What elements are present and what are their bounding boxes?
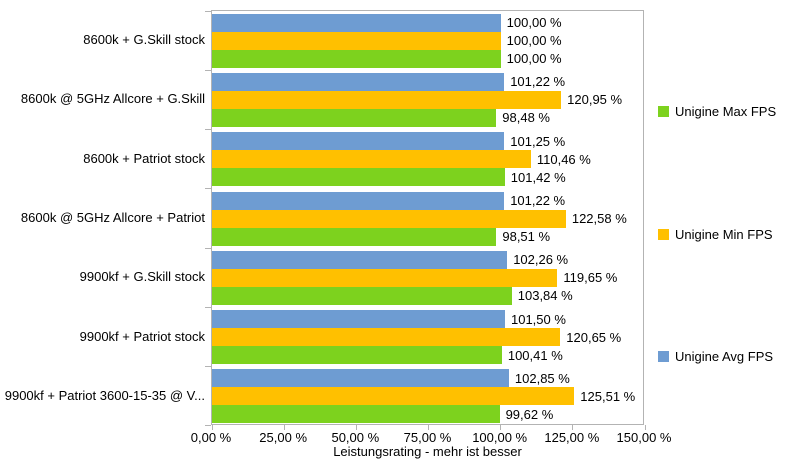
x-axis-tick	[572, 425, 574, 430]
category-boundary-tick	[205, 306, 211, 308]
x-axis-tick-label: 25,00 %	[259, 430, 307, 445]
bar-value-label: 98,51 %	[502, 229, 551, 244]
bar-value-label: 99,62 %	[505, 406, 554, 422]
bar-unigine-max-fps	[212, 405, 500, 424]
bar-unigine-avg-fps	[212, 132, 505, 151]
x-axis-tick-label: 125,00 %	[544, 430, 600, 445]
bar-value-label: 100,00 %	[506, 15, 562, 31]
bar-value-label: 100,00 %	[506, 33, 562, 49]
category-boundary-tick	[205, 10, 211, 12]
bar-unigine-avg-fps	[212, 72, 505, 91]
x-axis-tick-label: 150,00 %	[616, 430, 672, 445]
bar-unigine-max-fps	[212, 227, 497, 246]
bar-value-label: 101,25 %	[510, 133, 566, 149]
bar-value-label: 103,84 %	[517, 288, 573, 304]
legend-swatch-icon	[658, 228, 669, 240]
x-axis-tick	[283, 425, 285, 430]
legend-label: Unigine Max FPS	[675, 104, 777, 119]
bar-value-label: 100,00 %	[506, 51, 562, 67]
bar-value-label: 122,58 %	[571, 211, 627, 226]
x-axis-title: Leistungsrating - mehr ist besser	[333, 444, 522, 459]
bar-value-label: 101,42 %	[510, 169, 566, 185]
bar-unigine-avg-fps	[212, 191, 505, 210]
bar-value-label: 120,95 %	[567, 92, 623, 108]
category-boundary-tick	[205, 425, 211, 426]
bar-value-label: 98,48 %	[502, 110, 550, 126]
bar-unigine-min-fps	[212, 268, 558, 287]
x-axis-tick	[644, 425, 646, 430]
x-axis-tick-label: 50,00 %	[331, 430, 380, 445]
category-boundary-tick	[205, 129, 211, 131]
x-axis-tick-label: 75,00 %	[403, 430, 452, 445]
bar-unigine-min-fps	[212, 90, 562, 109]
category-label: 8600k + G.Skill stock	[83, 32, 205, 48]
category-boundary-tick	[205, 247, 211, 249]
legend-entry-unigine-max-fps: Unigine Max FPS	[658, 104, 792, 119]
category-boundary-tick	[205, 366, 211, 368]
legend: Unigine Max FPS Unigine Min FPS Unigine Av…	[658, 104, 792, 364]
category-label: 9900kf + Patriot 3600-15-35 @ V...	[4, 387, 205, 403]
x-axis-tick-label: 0,00 %	[190, 430, 232, 445]
bar-value-label: 102,26 %	[513, 252, 569, 268]
bar-value-label: 101,50 %	[510, 311, 566, 327]
bar-value-label: 101,22 %	[510, 193, 566, 208]
bar-value-label: 102,85 %	[514, 370, 570, 386]
bar-value-label: 119,65 %	[563, 270, 618, 286]
bar-unigine-min-fps	[212, 387, 575, 406]
category-boundary-tick	[205, 69, 211, 71]
bar-value-label: 120,65 %	[566, 329, 622, 345]
x-axis-tick	[428, 425, 429, 430]
category-label: 8600k @ 5GHz Allcore + G.Skill	[20, 91, 205, 107]
category-label: 9900kf + Patriot stock	[79, 328, 205, 344]
x-axis-tick-label: 100,00 %	[472, 430, 528, 445]
bar-unigine-avg-fps	[212, 369, 509, 388]
legend-entry-unigine-avg-fps: Unigine Avg FPS	[658, 349, 792, 364]
bar-unigine-min-fps	[212, 328, 561, 347]
category-boundary-tick	[205, 188, 211, 190]
legend-label: Unigine Avg FPS	[675, 349, 774, 364]
bar-value-label: 101,22 %	[510, 74, 566, 90]
bar-unigine-min-fps	[212, 31, 501, 50]
legend-swatch-icon	[658, 351, 669, 362]
category-label: 8600k @ 5GHz Allcore + Patriot	[20, 210, 205, 225]
legend-label: Unigine Min FPS	[675, 226, 773, 242]
plot-area: 100,00 % 100,00 % 100,00 % 101,22 % 120,95 %…	[205, 10, 646, 430]
bar-unigine-max-fps	[212, 286, 512, 305]
legend-swatch-icon	[658, 106, 669, 117]
bar-unigine-min-fps	[212, 209, 566, 228]
bar-value-label: 110,46 %	[536, 151, 591, 167]
category-label: 9900kf + G.Skill stock	[79, 269, 205, 285]
bar-unigine-max-fps	[212, 346, 502, 365]
category-label: 8600k + Patriot stock	[83, 150, 205, 166]
x-axis-tick	[355, 425, 357, 430]
bar-unigine-avg-fps	[212, 13, 501, 32]
legend-entry-unigine-min-fps: Unigine Min FPS	[658, 227, 792, 242]
bar-unigine-max-fps	[212, 168, 505, 187]
bar-unigine-max-fps	[212, 108, 497, 127]
bar-unigine-avg-fps	[212, 250, 508, 269]
x-axis-tick	[211, 425, 213, 430]
x-axis-tick	[500, 425, 502, 430]
bar-value-label: 100,41 %	[507, 347, 563, 363]
bar-unigine-min-fps	[212, 150, 531, 169]
bar-value-label: 125,51 %	[580, 388, 636, 404]
bar-unigine-avg-fps	[212, 310, 505, 329]
bar-unigine-max-fps	[212, 49, 501, 68]
